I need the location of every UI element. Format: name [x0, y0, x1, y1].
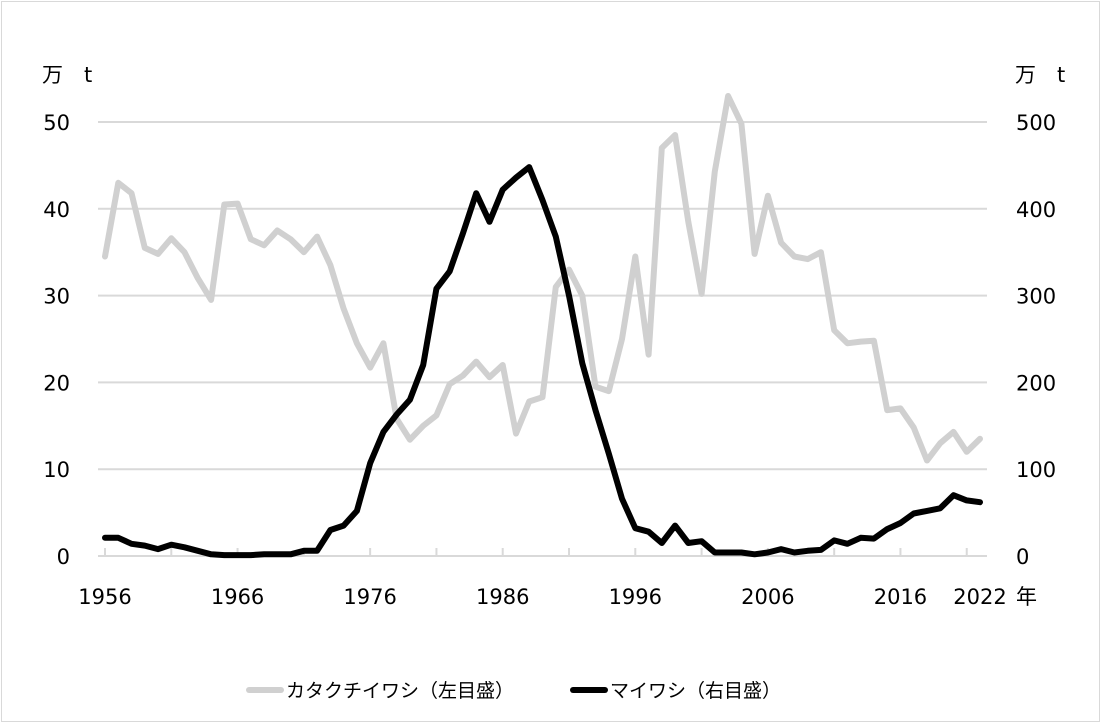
left-tick-label: 20 [43, 371, 70, 395]
x-tick-label: 1966 [211, 585, 264, 609]
x-tick-label: 2016 [874, 585, 927, 609]
gridlines [98, 121, 987, 557]
x-tick-label: 1956 [78, 585, 131, 609]
legend-item-maiwashi: マイワシ（右目盛） [570, 676, 781, 703]
series-maiwashi-line [102, 164, 983, 559]
left-tick-label: 40 [43, 198, 70, 222]
axis-labels: 0 0 10 100 20 200 30 300 40 400 50 500 1956 1966 1976 1… [43, 111, 1056, 609]
legend-swatch-gray-line-icon [246, 686, 284, 693]
legend: カタクチイワシ（左目盛） マイワシ（右目盛） [246, 676, 837, 703]
right-axis-unit: 万 t [1015, 63, 1065, 87]
x-tick-label: 2022 [953, 585, 1006, 609]
x-tick-label: 1986 [476, 585, 529, 609]
left-tick-label: 0 [57, 545, 70, 569]
left-tick-label: 50 [43, 111, 70, 135]
left-tick-label: 10 [43, 458, 70, 482]
right-tick-label: 400 [1016, 198, 1056, 222]
x-axis-unit: 年 [1016, 585, 1037, 609]
legend-item-katakuchi: カタクチイワシ（左目盛） [246, 676, 514, 703]
series-katakuchi-line [102, 93, 983, 464]
right-tick-label: 0 [1016, 545, 1029, 569]
x-tick-label: 1996 [609, 585, 662, 609]
right-tick-label: 100 [1016, 458, 1056, 482]
legend-label: カタクチイワシ（左目盛） [286, 680, 515, 702]
legend-label: マイワシ（右目盛） [610, 680, 782, 702]
x-tick-label: 2006 [741, 585, 794, 609]
legend-swatch-black-line-icon [570, 686, 609, 693]
right-tick-label: 500 [1016, 111, 1056, 135]
left-axis-unit: 万 t [42, 63, 92, 87]
x-tick-label: 1976 [343, 585, 396, 609]
right-tick-label: 200 [1016, 371, 1056, 395]
series-lines [102, 93, 983, 559]
right-tick-label: 300 [1016, 285, 1056, 309]
left-tick-label: 30 [43, 285, 70, 309]
